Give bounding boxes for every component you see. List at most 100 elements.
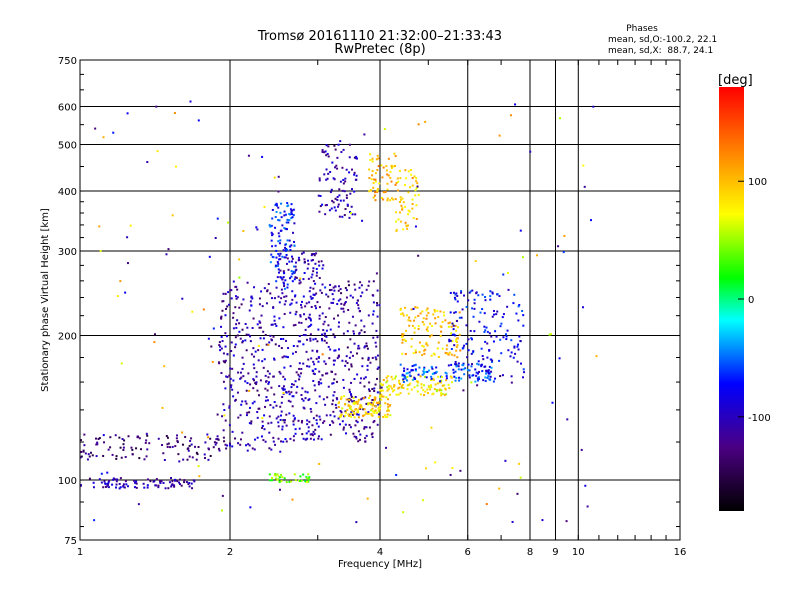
data-point: [196, 453, 199, 456]
data-point: [518, 462, 521, 465]
data-point: [114, 478, 117, 481]
data-point: [376, 391, 379, 394]
data-point: [270, 323, 273, 326]
data-point: [104, 482, 107, 485]
data-point: [394, 183, 397, 186]
data-point: [465, 305, 468, 308]
data-point: [409, 382, 412, 385]
data-point: [395, 211, 398, 214]
data-point: [306, 437, 309, 440]
data-point: [502, 313, 505, 316]
data-point: [423, 370, 426, 373]
data-point: [344, 411, 347, 414]
data-point: [220, 347, 223, 350]
data-point: [476, 384, 479, 387]
data-point: [445, 372, 448, 375]
data-point: [292, 383, 295, 386]
data-point: [229, 367, 232, 370]
data-point: [394, 198, 397, 201]
data-point: [345, 432, 348, 435]
data-point: [407, 319, 410, 322]
data-point: [303, 313, 306, 316]
data-point: [470, 337, 473, 340]
data-point: [115, 483, 118, 486]
data-point: [350, 188, 353, 191]
data-point: [308, 325, 311, 328]
data-point: [398, 211, 401, 214]
data-point: [491, 291, 494, 294]
data-point: [376, 368, 379, 371]
data-point: [294, 428, 297, 431]
data-point: [312, 430, 315, 433]
data-point: [261, 360, 264, 363]
data-point: [279, 211, 282, 214]
data-point: [356, 409, 359, 412]
data-point: [348, 368, 351, 371]
data-point: [238, 276, 241, 279]
data-point: [346, 204, 349, 207]
data-point: [286, 257, 289, 260]
data-point: [360, 284, 363, 287]
data-point: [157, 486, 160, 489]
data-point: [330, 207, 333, 210]
data-point: [271, 476, 274, 479]
data-point: [145, 455, 148, 458]
data-point: [333, 359, 336, 362]
data-point: [289, 208, 292, 211]
data-point: [356, 413, 359, 416]
data-point: [349, 338, 352, 341]
data-point: [302, 437, 305, 440]
data-point: [289, 277, 292, 280]
data-point: [299, 314, 302, 317]
data-point: [456, 294, 459, 297]
data-point: [179, 478, 182, 481]
data-point: [350, 395, 353, 398]
data-point: [257, 344, 260, 347]
data-point: [367, 403, 370, 406]
data-point: [424, 348, 427, 351]
data-point: [411, 203, 414, 206]
data-point: [294, 313, 297, 316]
data-point: [249, 340, 252, 343]
data-point: [253, 448, 256, 451]
data-point: [377, 406, 380, 409]
data-point: [258, 394, 261, 397]
data-point: [268, 341, 271, 344]
data-point: [386, 188, 389, 191]
data-point: [278, 235, 281, 238]
data-point: [277, 232, 280, 235]
data-point: [480, 364, 483, 367]
data-point: [281, 395, 284, 398]
data-point: [371, 170, 374, 173]
data-point: [371, 414, 374, 417]
data-point: [306, 419, 309, 422]
data-point: [248, 444, 251, 447]
data-point: [229, 386, 232, 389]
data-point: [279, 252, 282, 255]
data-point: [279, 418, 282, 421]
data-point: [426, 388, 429, 391]
data-point: [426, 326, 429, 329]
data-point: [377, 165, 380, 168]
data-point: [368, 177, 371, 180]
data-point: [357, 440, 360, 443]
data-point: [316, 301, 319, 304]
data-point: [375, 329, 378, 332]
data-point: [469, 329, 472, 332]
data-point: [408, 383, 411, 386]
data-point: [253, 400, 256, 403]
data-point: [489, 375, 492, 378]
data-point: [414, 363, 417, 366]
data-point: [268, 372, 271, 375]
data-point: [386, 403, 389, 406]
data-point: [245, 389, 248, 392]
data-point: [422, 389, 425, 392]
data-point: [339, 140, 342, 143]
data-point: [283, 295, 286, 298]
data-point: [389, 404, 392, 407]
data-point: [454, 311, 457, 314]
data-point: [318, 177, 321, 180]
data-point: [209, 454, 212, 457]
data-point: [339, 410, 342, 413]
data-point: [315, 292, 318, 295]
